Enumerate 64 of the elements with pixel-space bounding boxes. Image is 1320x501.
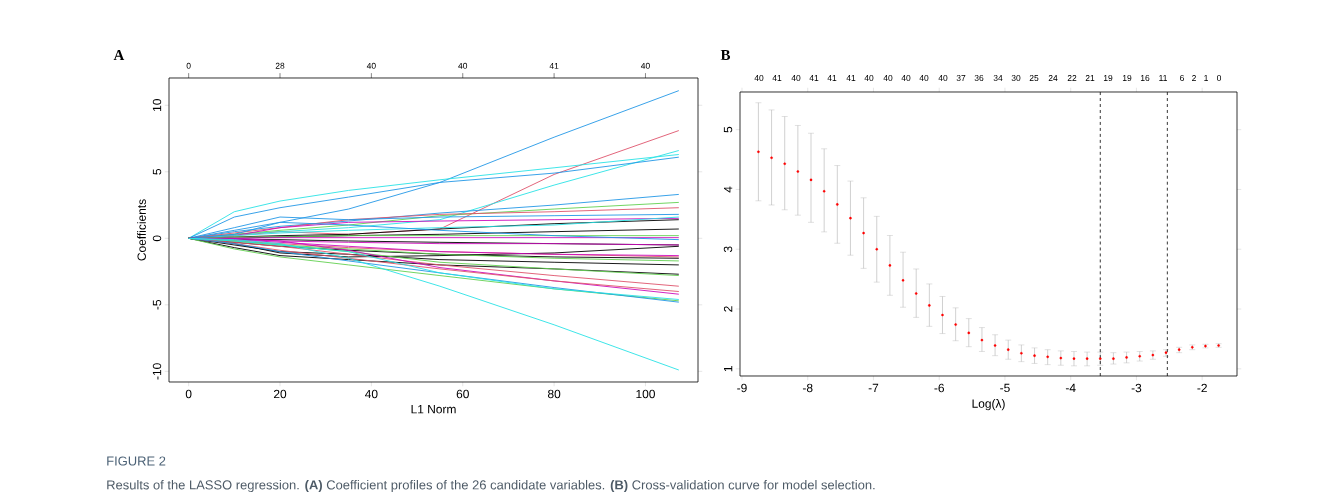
text: 40 — [864, 75, 874, 81]
y-tick-label: 2 — [723, 306, 733, 312]
text: 28 — [275, 62, 285, 69]
x-tick-label: -4 — [1065, 383, 1076, 392]
x-tick-label: -6 — [934, 383, 944, 393]
x-tick-label: 20 — [273, 389, 287, 399]
x-tick-label: -8 — [802, 383, 813, 393]
text: 41 — [846, 75, 856, 81]
text: 40 — [883, 75, 893, 81]
y-tick-label: 5 — [152, 168, 162, 175]
x-tick-label: -3 — [1131, 383, 1142, 393]
text: 41 — [809, 75, 819, 81]
y-tick-label: -5 — [152, 300, 162, 310]
text: 6 — [1180, 75, 1184, 81]
x-tick-label: 100 — [636, 389, 655, 399]
y-tick-label: -10 — [152, 363, 162, 380]
text: 40 — [366, 62, 376, 69]
chart-title: A — [113, 50, 125, 60]
text: 25 — [1029, 75, 1039, 81]
text: 37 — [956, 75, 966, 81]
text: 41 — [772, 75, 782, 81]
y-tick-label: 3 — [723, 246, 733, 253]
text: 40 — [901, 75, 911, 81]
text: 19 — [1103, 75, 1113, 81]
x-axis-title: Log(λ) — [972, 399, 1005, 411]
text: 41 — [827, 75, 837, 81]
text: 24 — [1048, 75, 1058, 81]
text: 34 — [993, 75, 1003, 81]
x-tick-label: 40 — [365, 389, 378, 399]
x-tick-label: 60 — [456, 389, 469, 399]
text: 36 — [974, 75, 984, 81]
text: 40 — [791, 75, 801, 81]
y-tick-label: 10 — [152, 99, 162, 112]
y-tick-label: 0 — [152, 235, 162, 242]
caption: FIGURE 2 — [107, 456, 166, 466]
text: 0 — [186, 62, 191, 69]
text: 40 — [919, 75, 929, 81]
x-tick-label: -9 — [737, 383, 747, 393]
text: 1 — [1204, 75, 1208, 81]
text: 2 — [1192, 75, 1196, 81]
x-tick-label: 0 — [185, 389, 192, 399]
text: 40 — [754, 75, 764, 81]
text: 40 — [938, 75, 948, 81]
text: 11 — [1159, 75, 1167, 81]
text: 0 — [1216, 75, 1222, 81]
text: 41 — [549, 62, 559, 69]
x-tick-label: -2 — [1197, 383, 1207, 393]
chart-title: B — [720, 50, 731, 60]
y-tick-label: 5 — [723, 126, 733, 133]
text: 40 — [640, 62, 650, 69]
text: 22 — [1067, 75, 1077, 81]
text: 19 — [1122, 75, 1132, 81]
x-tick-label: -7 — [868, 383, 879, 392]
x-tick-label: 80 — [547, 389, 561, 399]
y-tick-label: 4 — [724, 186, 733, 193]
y-tick-label: 1 — [724, 366, 733, 372]
y-axis-title: Coefficients — [137, 199, 146, 261]
text: 21 — [1085, 75, 1095, 81]
text: Results of the LASSO regression. (A) Coefficient profiles of the 26 candidate variables. (B) Cross-validation curve for model selection. — [107, 479, 875, 493]
x-tick-label: -5 — [1000, 383, 1010, 393]
text: 16 — [1140, 75, 1150, 81]
text: 30 — [1011, 75, 1021, 81]
text: 40 — [458, 62, 468, 69]
x-axis-title: L1 Norm — [411, 405, 456, 414]
